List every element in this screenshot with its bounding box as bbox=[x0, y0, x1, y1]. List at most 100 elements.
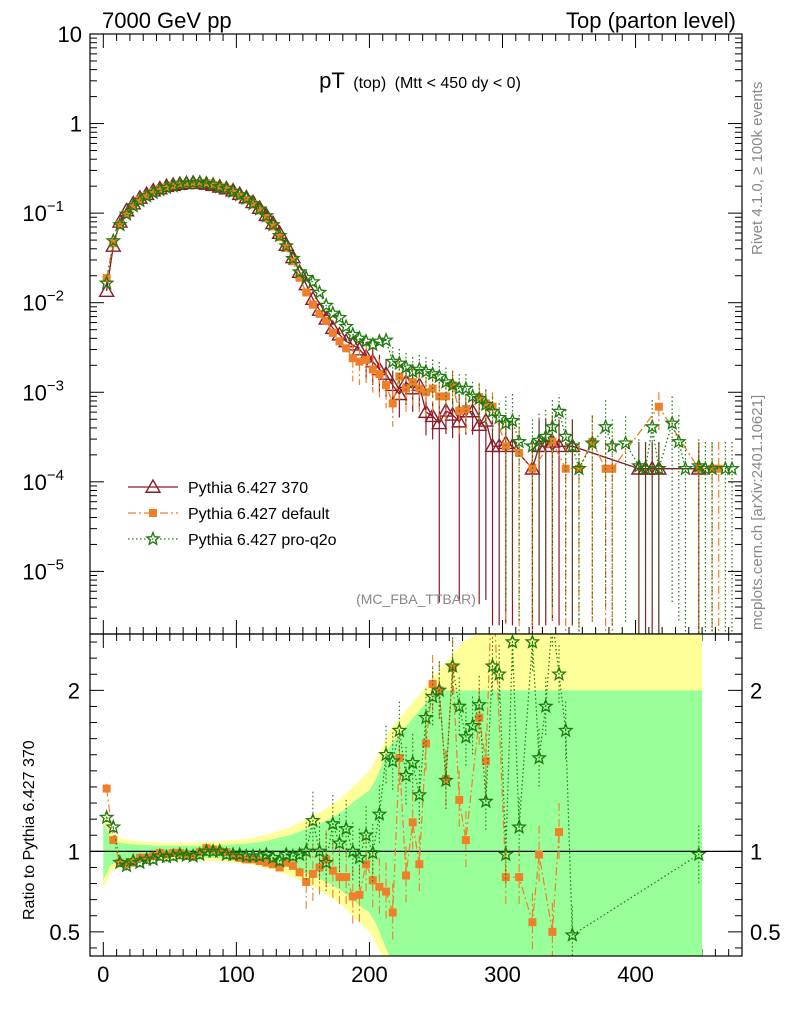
ratio-point-default bbox=[295, 868, 304, 877]
series-p370 bbox=[98, 174, 707, 634]
ratio-point-proq2o bbox=[284, 847, 301, 863]
point-proq2o bbox=[284, 250, 301, 266]
point-default bbox=[162, 182, 171, 191]
point-default bbox=[229, 188, 238, 197]
point-proq2o bbox=[171, 175, 188, 191]
point-default bbox=[149, 188, 158, 197]
point-proq2o bbox=[278, 237, 295, 253]
ratio-point-proq2o bbox=[531, 749, 548, 765]
point-default bbox=[255, 206, 264, 215]
ratio-point-default bbox=[342, 873, 351, 882]
point-default bbox=[295, 273, 304, 282]
main-y-tick-label: 10−1 bbox=[22, 198, 64, 226]
point-default bbox=[302, 288, 311, 297]
ratio-y-axis: 0.5 0.5 1 1 2 2 bbox=[49, 641, 781, 949]
ratio-point-proq2o bbox=[98, 809, 115, 825]
point-proq2o bbox=[191, 174, 208, 190]
point-proq2o bbox=[98, 274, 115, 290]
plot-title-sub1: (top) bbox=[353, 75, 386, 92]
point-proq2o bbox=[225, 183, 241, 199]
point-p370 bbox=[470, 416, 488, 432]
point-proq2o bbox=[564, 437, 581, 453]
point-proq2o bbox=[471, 390, 488, 406]
point-default bbox=[561, 464, 570, 473]
ratio-x-tick-label: 300 bbox=[484, 962, 521, 987]
point-proq2o bbox=[504, 412, 521, 428]
point-proq2o bbox=[265, 216, 281, 232]
ratio-point-proq2o bbox=[338, 820, 354, 836]
ratio-y-tick-label-right: 1 bbox=[750, 839, 762, 864]
point-default bbox=[242, 195, 251, 204]
point-proq2o bbox=[650, 460, 667, 476]
point-proq2o bbox=[112, 216, 128, 232]
ratio-point-default bbox=[421, 739, 430, 748]
legend-marker-p370 bbox=[144, 478, 162, 493]
tick-base: 10 bbox=[58, 22, 82, 47]
point-default bbox=[275, 233, 284, 242]
point-default bbox=[382, 381, 391, 390]
point-p370 bbox=[417, 403, 435, 419]
header-right: Top (parton level) bbox=[566, 8, 736, 33]
point-default bbox=[708, 464, 717, 473]
point-proq2o bbox=[670, 433, 687, 449]
point-proq2o bbox=[404, 363, 421, 379]
ratio-point-default bbox=[255, 857, 264, 866]
ratio-point-proq2o bbox=[504, 634, 521, 649]
point-default bbox=[328, 328, 337, 337]
main-y-tick-label: 1 bbox=[70, 112, 82, 137]
point-proq2o bbox=[118, 205, 135, 222]
legend: Pythia 6.427 370 Pythia 6.427 default Pyth… bbox=[128, 478, 337, 549]
ratio-point-default bbox=[415, 860, 424, 869]
ratio-point-proq2o bbox=[131, 854, 148, 870]
point-proq2o bbox=[478, 396, 494, 412]
ratio-point-proq2o bbox=[438, 772, 454, 788]
point-proq2o bbox=[411, 361, 428, 377]
ratio-point-proq2o bbox=[477, 793, 494, 809]
ratio-point-proq2o bbox=[158, 848, 175, 864]
ratio-x-tick-label: 200 bbox=[351, 962, 388, 987]
ratio-point-default bbox=[382, 887, 391, 896]
ratio-point-proq2o bbox=[404, 754, 421, 770]
point-default bbox=[155, 184, 164, 193]
point-proq2o bbox=[704, 460, 720, 476]
point-proq2o bbox=[271, 227, 288, 243]
ratio-point-proq2o bbox=[364, 844, 381, 860]
legend-label-p370: Pythia 6.427 370 bbox=[188, 480, 308, 497]
ratio-point-default bbox=[129, 858, 138, 867]
ratio-point-default bbox=[288, 861, 297, 870]
ratio-point-default bbox=[268, 860, 277, 869]
point-proq2o bbox=[258, 207, 275, 223]
point-default bbox=[315, 309, 324, 318]
legend-marker-default bbox=[149, 509, 157, 517]
point-proq2o bbox=[324, 305, 341, 321]
ratio-point-default bbox=[122, 860, 131, 869]
ratio-point-default bbox=[302, 877, 311, 886]
point-default bbox=[222, 184, 231, 193]
header-left: 7000 GeV pp bbox=[102, 8, 232, 33]
ratio-point-proq2o bbox=[551, 666, 567, 681]
point-proq2o bbox=[497, 414, 514, 431]
ratio-point-default bbox=[402, 871, 411, 880]
point-proq2o bbox=[457, 380, 474, 396]
ratio-point-default bbox=[555, 828, 564, 837]
point-proq2o bbox=[211, 178, 228, 194]
point-proq2o bbox=[151, 181, 168, 197]
uncertainty-band bbox=[103, 634, 703, 956]
point-default bbox=[402, 384, 411, 393]
ratio-point-proq2o bbox=[471, 696, 488, 712]
point-proq2o bbox=[438, 373, 454, 389]
ratio-point-default bbox=[528, 918, 537, 927]
ratio-point-proq2o bbox=[451, 698, 468, 714]
tick-base: 10 bbox=[22, 291, 46, 316]
ratio-point-proq2o bbox=[391, 722, 408, 738]
ratio-point-proq2o bbox=[165, 847, 182, 863]
ratio-point-default bbox=[275, 863, 284, 872]
point-proq2o bbox=[418, 363, 434, 379]
ratio-point-default bbox=[202, 844, 211, 853]
point-default bbox=[501, 442, 510, 451]
ratio-point-default bbox=[155, 848, 164, 857]
ratio-point-default bbox=[308, 869, 317, 878]
ratio-panel: 0 100 200 300 400 0.5 0.5 1 1 2 2 bbox=[49, 633, 781, 987]
point-default bbox=[461, 405, 470, 414]
ratio-point-proq2o bbox=[524, 634, 541, 649]
